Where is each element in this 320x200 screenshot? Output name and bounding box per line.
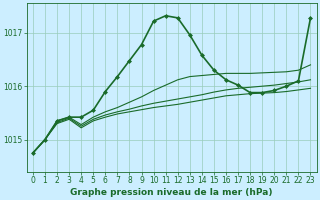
X-axis label: Graphe pression niveau de la mer (hPa): Graphe pression niveau de la mer (hPa) — [70, 188, 273, 197]
